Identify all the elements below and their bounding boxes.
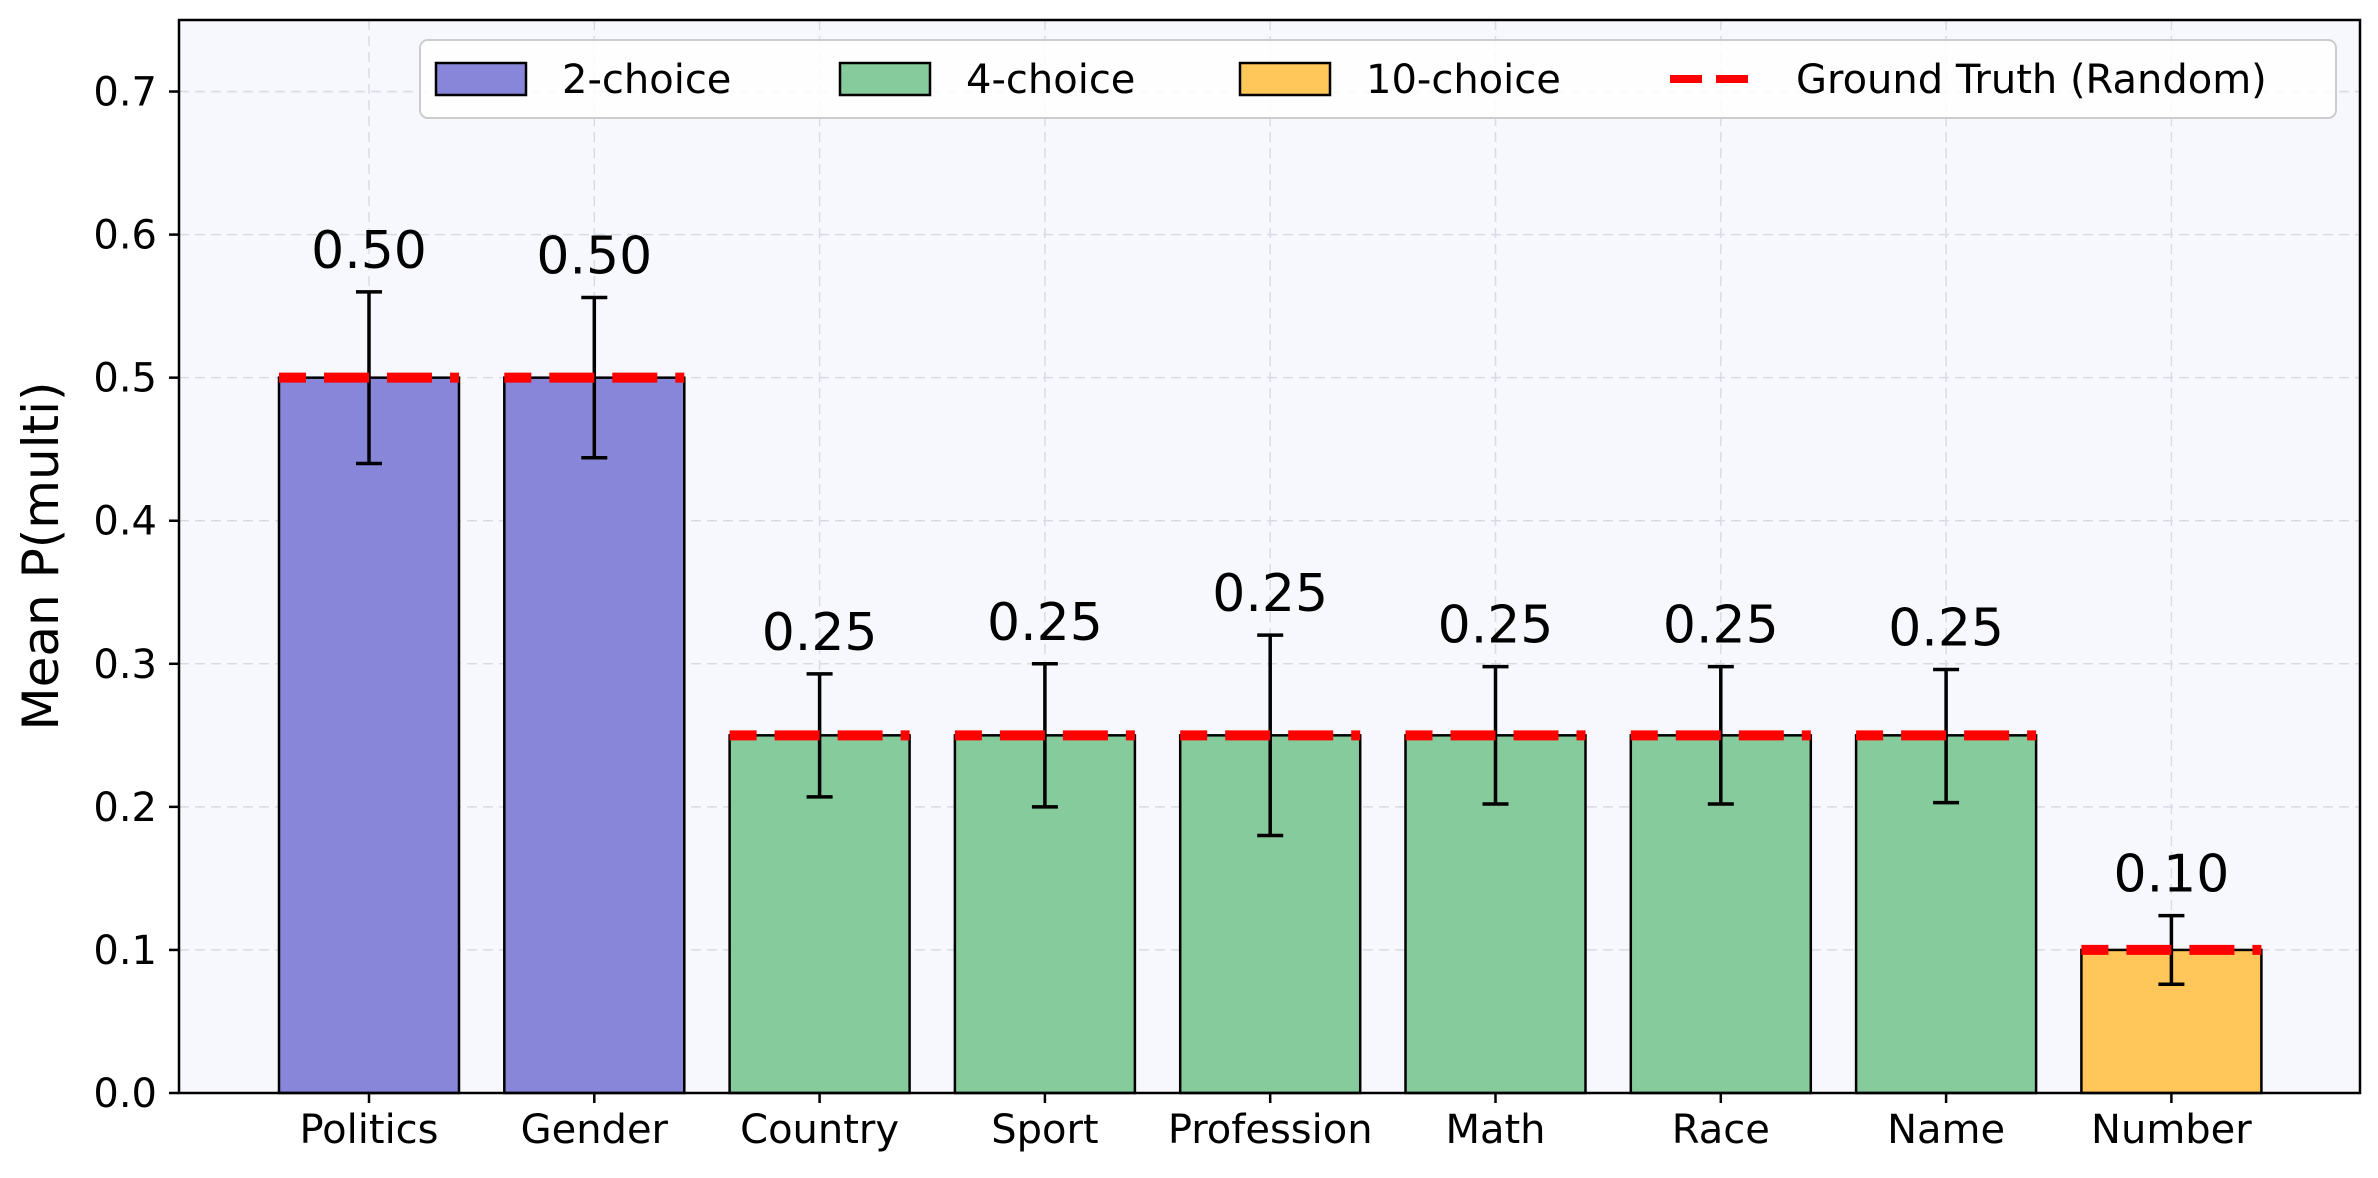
y-axis: 0.0 0.1 0.2 0.3 0.4 0.5 0.6 0.7 [93, 70, 179, 1117]
legend-label: 10-choice [1366, 57, 1561, 103]
data-label: 0.25 [1663, 596, 1779, 656]
x-axis: Politics Gender Country Sport Profession Math… [299, 1093, 2252, 1153]
y-tick-label: 0.5 [93, 356, 157, 402]
x-tick-label: Sport [991, 1107, 1098, 1153]
y-tick-label: 0.0 [93, 1071, 157, 1117]
legend-label: Ground Truth (Random) [1796, 57, 2267, 103]
ground-truth-markers [279, 372, 2262, 955]
legend-swatch [1238, 61, 1332, 97]
bar [503, 376, 686, 1095]
data-label: 0.25 [1438, 596, 1554, 656]
legend-swatch [434, 61, 528, 97]
data-label: 0.50 [311, 221, 427, 281]
y-tick-label: 0.6 [93, 213, 157, 259]
data-label: 0.25 [1888, 599, 2004, 659]
data-label: 0.25 [987, 593, 1103, 653]
x-tick-label: Race [1672, 1107, 1770, 1153]
y-tick-label: 0.2 [93, 785, 157, 831]
value-labels: 0.50 0.50 0.25 0.25 0.25 0.25 0.25 0.25 0.10 [311, 221, 2229, 905]
x-tick-label: Profession [1168, 1107, 1373, 1153]
legend-label: 2-choice [562, 57, 731, 103]
y-tick-label: 0.1 [93, 928, 157, 974]
legend: 2-choice 4-choice 10-choice Ground Truth (R… [419, 39, 2337, 119]
data-label: 0.50 [536, 227, 652, 287]
legend-box [419, 39, 2337, 119]
x-tick-label: Gender [521, 1107, 669, 1153]
x-tick-label: Country [740, 1107, 899, 1153]
y-axis-label: Mean P(multi) [12, 381, 70, 730]
y-tick-label: 0.7 [93, 70, 157, 116]
y-tick-label: 0.3 [93, 642, 157, 688]
x-tick-label: Name [1887, 1107, 2005, 1153]
legend-label: 4-choice [966, 57, 1135, 103]
data-label: 0.25 [762, 603, 878, 663]
legend-swatch [838, 61, 932, 97]
x-tick-label: Math [1445, 1107, 1545, 1153]
y-tick-label: 0.4 [93, 499, 157, 545]
bar [277, 376, 461, 1095]
data-label: 0.10 [2114, 845, 2230, 905]
x-tick-label: Politics [299, 1107, 438, 1153]
x-tick-label: Number [2091, 1107, 2252, 1153]
data-label: 0.25 [1212, 564, 1328, 624]
